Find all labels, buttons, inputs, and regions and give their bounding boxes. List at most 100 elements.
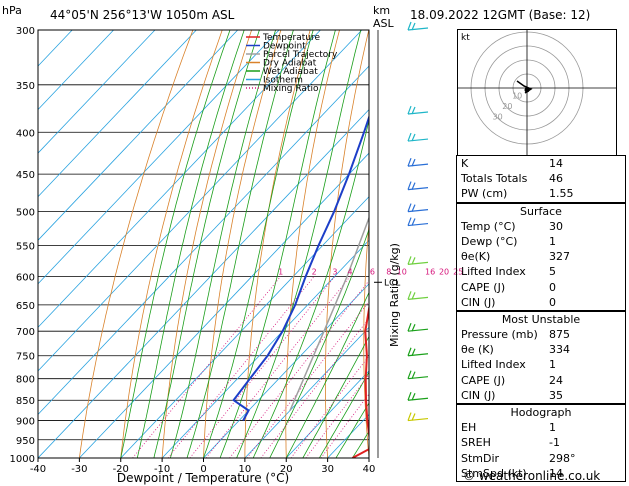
dry-adiabat-line xyxy=(120,30,223,458)
hodograph-ring-label: 30 xyxy=(493,113,503,122)
wind-barb-flag xyxy=(407,370,412,379)
wind-barb xyxy=(407,347,429,357)
index-value: 1.55 xyxy=(549,187,574,201)
index-row: StmDir 298° xyxy=(456,450,626,466)
y-tick-label: 700 xyxy=(16,327,35,338)
wind-barb xyxy=(407,157,429,167)
x-tick-label: 30 xyxy=(321,464,334,475)
wind-barb-flag xyxy=(411,348,416,356)
y-tick-label: 900 xyxy=(16,417,35,428)
mixing-ratio-line xyxy=(205,276,351,458)
hodo-title: Hodograph xyxy=(456,404,626,421)
index-value: 46 xyxy=(549,172,563,186)
wind-barb-flag xyxy=(411,22,416,31)
wet-adiabat-line xyxy=(170,30,276,458)
wind-barb-staff xyxy=(407,397,429,401)
mixing-ratio-label: 10 xyxy=(397,267,407,276)
index-row: SREH -1 xyxy=(456,435,626,451)
index-label: PW (cm) xyxy=(461,187,508,201)
index-row: θe(K) 327 xyxy=(456,249,626,265)
x-tick-label: -30 xyxy=(71,464,87,475)
isotherm-line xyxy=(38,30,156,154)
wind-barb-flag xyxy=(411,413,416,421)
index-row: Totals Totals 46 xyxy=(456,171,626,187)
wind-barb-flag xyxy=(411,182,416,190)
mixing-ratio-axis-label: Mixing Ratio (g/kg) xyxy=(388,243,401,347)
isotherm-line xyxy=(38,108,369,458)
mixing-ratio-label: 4 xyxy=(348,267,353,276)
hpa-label: hPa xyxy=(2,4,22,17)
index-label: CIN (J) xyxy=(461,388,496,402)
index-row: Lifted Index 1 xyxy=(456,357,626,373)
isotherm-line xyxy=(38,30,280,285)
wind-barb-staff xyxy=(407,376,429,380)
wind-barb-staff xyxy=(407,138,429,142)
wet-adiabat-line xyxy=(302,335,369,458)
wet-adiabat-line xyxy=(136,30,245,458)
wind-barb-flag xyxy=(411,257,416,265)
wind-barb-staff xyxy=(407,187,429,191)
wind-barb-flag xyxy=(411,158,416,167)
isotherm-line xyxy=(38,30,114,111)
wet-adiabat-line xyxy=(319,371,369,458)
y-tick-label: 500 xyxy=(16,208,35,219)
isotherm-line xyxy=(38,30,197,198)
wet-adiabat-line xyxy=(236,30,362,458)
index-row: PW (cm) 1.55 xyxy=(456,186,626,202)
y-tick-label: 850 xyxy=(16,396,35,407)
isotherm-line xyxy=(38,30,363,372)
credit-text: © weatheronline.co.uk xyxy=(463,469,601,483)
x-tick-label: -10 xyxy=(154,464,170,475)
mixing-ratio-line xyxy=(260,317,369,458)
index-label: Pressure (mb) xyxy=(461,328,538,342)
index-row: CAPE (J) 24 xyxy=(456,372,626,388)
y-tick-label: 800 xyxy=(16,375,35,386)
wind-barb-flag xyxy=(407,21,412,31)
mixing-ratio-line xyxy=(290,355,369,458)
index-label: StmSpd (kt) xyxy=(461,466,527,480)
x-tick-label: -20 xyxy=(113,464,129,475)
wind-barb xyxy=(407,105,429,115)
legend-entry: Mixing Ratio xyxy=(263,84,319,94)
index-row: StmSpd (kt) 14 xyxy=(456,465,626,481)
isotherm-line xyxy=(38,30,73,67)
wind-barb xyxy=(407,370,429,380)
y-tick-label: 300 xyxy=(16,26,35,37)
x-tick-label: 10 xyxy=(239,464,252,475)
y-tick-label: 550 xyxy=(16,241,35,252)
index-label: CAPE (J) xyxy=(461,280,506,294)
wet-adiabat-line xyxy=(186,30,294,458)
index-value: 298° xyxy=(549,451,576,465)
index-value: 0 xyxy=(549,280,556,294)
dry-adiabat-line xyxy=(285,30,340,458)
mixing-ratio-line xyxy=(167,276,315,458)
index-value: 327 xyxy=(549,250,570,264)
index-label: CAPE (J) xyxy=(461,373,506,387)
mixing-ratio-line xyxy=(229,280,369,458)
dry-adiabat-line xyxy=(203,30,282,458)
index-label: Lifted Index xyxy=(461,265,526,279)
basic-indices-box: K 14 Totals Totals 46 PW (cm) 1.55 xyxy=(456,155,626,203)
isotherm-line xyxy=(38,30,239,241)
index-row: Temp (°C) 30 xyxy=(456,218,626,234)
index-row: EH 1 xyxy=(456,420,626,436)
wind-barb-flag xyxy=(411,133,416,142)
mixing-ratio-label: 2 xyxy=(312,267,317,276)
dry-adiabat-line xyxy=(79,30,194,458)
surface-title: Surface xyxy=(456,202,626,219)
index-value: 14 xyxy=(549,466,563,480)
wind-barb xyxy=(407,203,429,213)
wind-barb-flag xyxy=(411,392,416,401)
wind-barb-staff xyxy=(407,111,429,115)
index-row: Dewp (°C) 1 xyxy=(456,233,626,250)
wet-adiabat-line xyxy=(269,228,369,458)
index-label: θe(K) xyxy=(461,250,491,264)
wet-adiabat-line xyxy=(335,402,369,458)
x-tick-label: 0 xyxy=(200,464,206,475)
index-value: 35 xyxy=(549,388,563,402)
wind-barb-flag xyxy=(407,217,412,226)
y-tick-label: 450 xyxy=(16,170,35,181)
index-label: EH xyxy=(461,421,477,435)
wind-barb xyxy=(407,291,429,300)
